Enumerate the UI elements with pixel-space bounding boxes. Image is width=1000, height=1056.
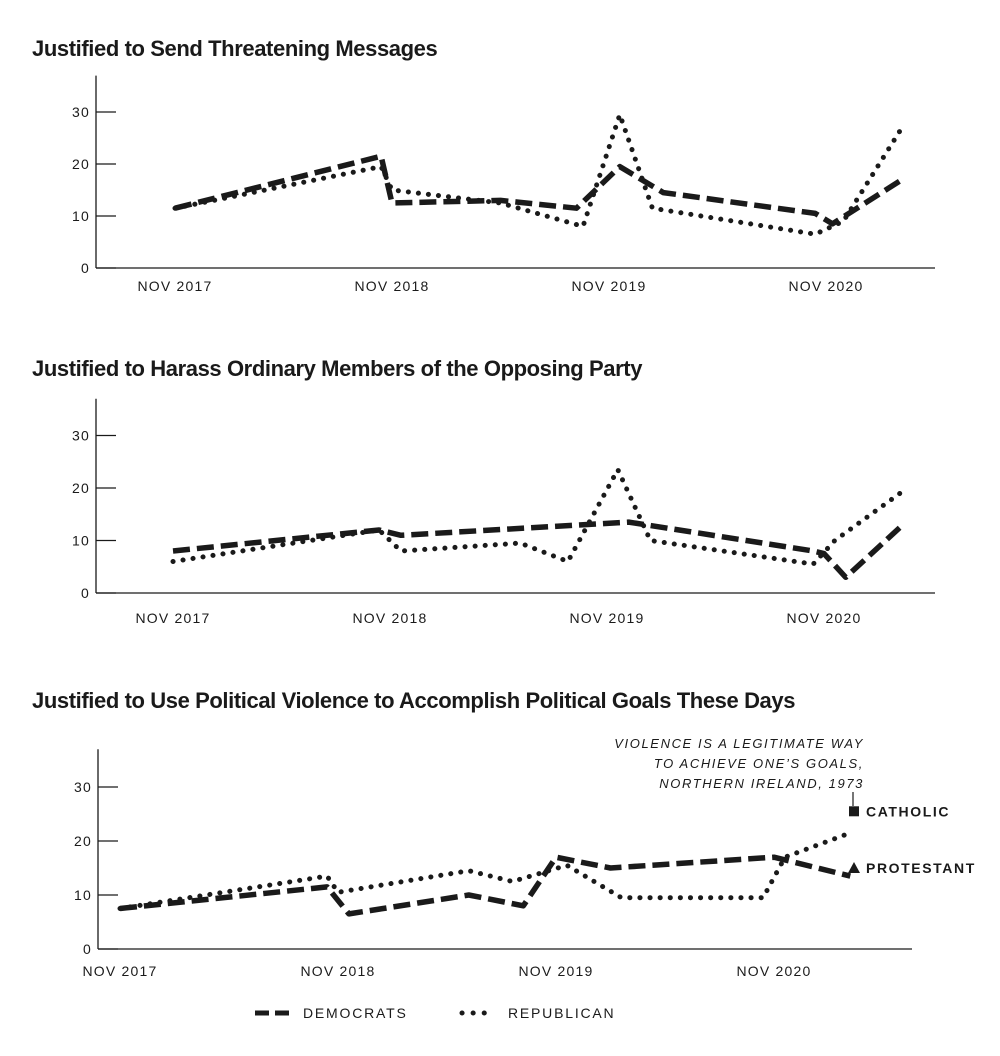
annotation-line: VIOLENCE IS A LEGITIMATE WAY bbox=[614, 736, 864, 751]
chart-3-title: Justified to Use Political Violence to A… bbox=[32, 688, 796, 713]
legend-label-democrats: DEMOCRATS bbox=[303, 1005, 408, 1021]
y-tick-label: 10 bbox=[74, 887, 92, 903]
x-tick-label: NOV 2019 bbox=[570, 610, 645, 626]
marker-label-catholic: CATHOLIC bbox=[866, 803, 950, 819]
chart-2-title: Justified to Harass Ordinary Members of … bbox=[32, 356, 643, 381]
series-line-republican bbox=[170, 467, 903, 567]
y-tick-label: 0 bbox=[81, 260, 90, 276]
legend-label-republican: REPUBLICAN bbox=[508, 1005, 616, 1021]
chart-threatening-messages: 0 10 20 30 NOV 2017 NOV 2018 NOV 2019 NOV 2020 bbox=[72, 75, 935, 294]
protestant-marker-icon bbox=[848, 862, 860, 873]
series-line-democrats bbox=[119, 854, 851, 917]
legend-item-republican: REPUBLICAN bbox=[459, 996, 616, 1030]
y-tick-label: 30 bbox=[74, 779, 92, 795]
x-tick-label: NOV 2018 bbox=[353, 610, 428, 626]
chart-legend: DEMOCRATS REPUBLICAN bbox=[0, 996, 1000, 1030]
y-tick-label: 20 bbox=[74, 833, 92, 849]
x-tick-label: NOV 2018 bbox=[355, 278, 430, 294]
chart-political-violence: 0 10 20 30 NOV 2017 NOV 2018 NOV 2019 NOV 2020 V… bbox=[74, 736, 976, 979]
dashed-line-icon bbox=[255, 1010, 291, 1016]
legend-item-democrats: DEMOCRATS bbox=[255, 996, 408, 1030]
annotation-line: TO ACHIEVE ONE’S GOALS, bbox=[654, 756, 864, 771]
y-tick-label: 0 bbox=[81, 585, 90, 601]
y-tick-label: 30 bbox=[72, 104, 90, 120]
y-tick-label: 20 bbox=[72, 156, 90, 172]
chart-harass-opposing-party: 0 10 20 30 NOV 2017 NOV 2018 NOV 2019 NOV 2020 bbox=[72, 398, 935, 626]
y-tick-label: 30 bbox=[72, 428, 90, 444]
x-tick-label: NOV 2020 bbox=[737, 963, 812, 979]
marker-label-protestant: PROTESTANT bbox=[866, 860, 976, 876]
catholic-marker-icon bbox=[849, 806, 859, 817]
y-tick-label: 10 bbox=[72, 208, 90, 224]
series-line-republican bbox=[172, 112, 905, 237]
x-tick-label: NOV 2018 bbox=[301, 963, 376, 979]
y-tick-label: 20 bbox=[72, 480, 90, 496]
x-tick-label: NOV 2020 bbox=[787, 610, 862, 626]
dotted-line-icon bbox=[459, 1010, 497, 1016]
x-tick-label: NOV 2020 bbox=[789, 278, 864, 294]
series-line-republican bbox=[117, 830, 853, 911]
x-tick-label: NOV 2019 bbox=[572, 278, 647, 294]
series-line-democrats bbox=[172, 519, 902, 581]
x-tick-label: NOV 2019 bbox=[519, 963, 594, 979]
x-tick-label: NOV 2017 bbox=[138, 278, 213, 294]
y-tick-label: 0 bbox=[83, 941, 92, 957]
x-tick-label: NOV 2017 bbox=[83, 963, 158, 979]
y-tick-label: 10 bbox=[72, 533, 90, 549]
chart-1-title: Justified to Send Threatening Messages bbox=[32, 36, 438, 61]
annotation-line: NORTHERN IRELAND, 1973 bbox=[659, 776, 864, 791]
x-tick-label: NOV 2017 bbox=[136, 610, 211, 626]
